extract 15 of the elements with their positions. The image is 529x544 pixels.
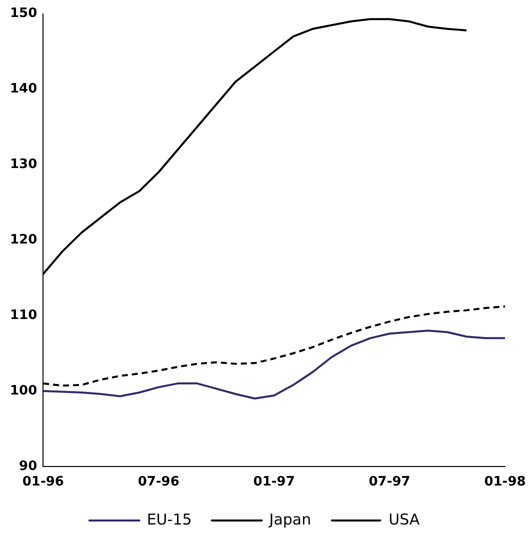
x-tick-label: 07-96 xyxy=(138,474,180,490)
legend-label: Japan xyxy=(268,510,312,528)
y-tick-label: 120 xyxy=(10,232,38,248)
y-tick-label: 90 xyxy=(19,458,38,474)
x-tick-label: 01-98 xyxy=(484,474,526,490)
y-tick-label: 130 xyxy=(10,157,38,172)
x-tick-label: 01-96 xyxy=(22,474,64,490)
y-tick-label: 140 xyxy=(10,82,38,97)
legend-label: EU-15 xyxy=(146,510,192,528)
legend-label: USA xyxy=(388,510,420,528)
y-tick-label: 150 xyxy=(10,6,38,22)
y-tick-label: 110 xyxy=(10,308,38,323)
x-tick-label: 07-97 xyxy=(368,474,410,490)
x-tick-label: 01-97 xyxy=(253,474,295,490)
y-tick-label: 100 xyxy=(10,383,38,398)
